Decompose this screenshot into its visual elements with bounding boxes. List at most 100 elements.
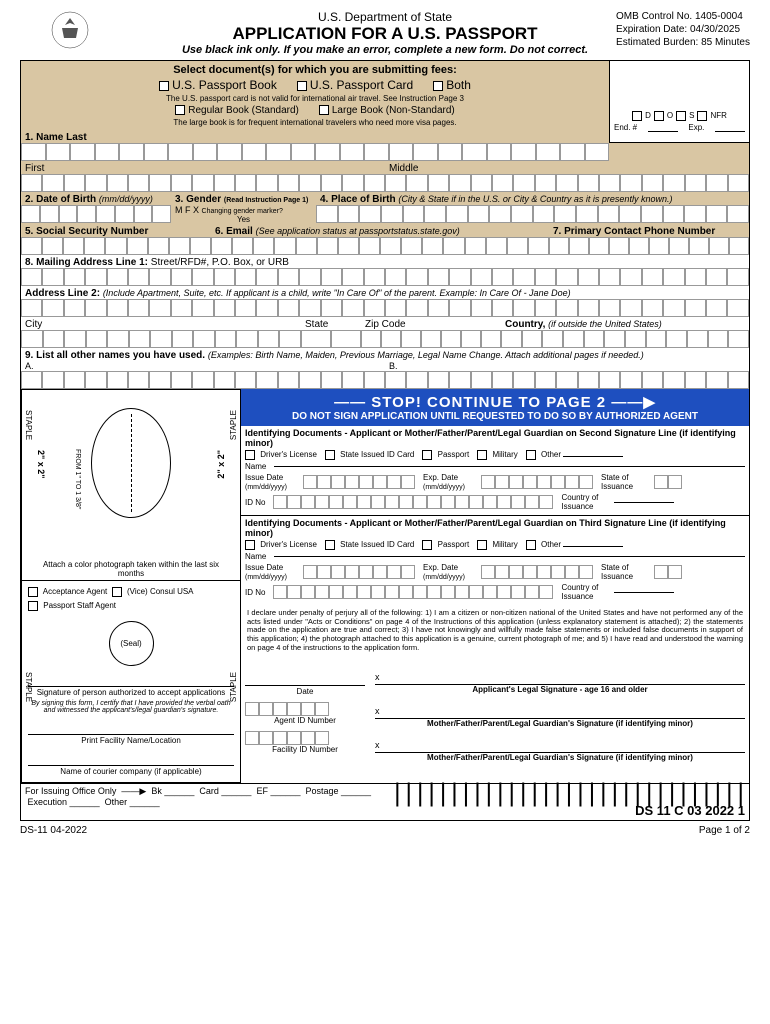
id-docs-section-3: Identifying Documents - Applicant or Mot… [241, 515, 749, 605]
checkbox-dl-3[interactable] [245, 540, 255, 550]
checkbox-acceptance-agent[interactable] [28, 587, 38, 597]
select-title: Select document(s) for which you are sub… [24, 64, 606, 76]
head-outline-icon: FROM 1" TO 1 3/8" [91, 408, 171, 518]
official-use-box: D O S NFR End. # Exp. [609, 61, 749, 143]
country-cells[interactable] [501, 330, 749, 348]
id2-country-field[interactable] [614, 502, 674, 503]
addr2-cells[interactable] [21, 299, 749, 317]
checkbox-s[interactable] [676, 111, 686, 121]
pob-cells[interactable] [316, 205, 749, 223]
checkbox-dl-2[interactable] [245, 450, 255, 460]
id2-exp-cells[interactable] [481, 475, 593, 489]
phone-label: 7. Primary Contact Phone Number [549, 224, 749, 237]
id3-state-cells[interactable] [654, 565, 682, 579]
omb-burden: Estimated Burden: 85 Minutes [616, 36, 750, 49]
facility-line[interactable]: Print Facility Name/Location [28, 734, 234, 745]
end-field[interactable] [648, 123, 678, 132]
id2-issue-cells[interactable] [303, 475, 415, 489]
id2-state-cells[interactable] [654, 475, 682, 489]
checkbox-passport-3[interactable] [422, 540, 432, 550]
zip-cells[interactable] [361, 330, 501, 348]
agent-id-cells[interactable] [245, 702, 365, 716]
auth-sig-line[interactable]: Signature of person authorized to accept… [28, 686, 234, 697]
address-section: 8. Mailing Address Line 1: Street/RFD#, … [21, 255, 749, 389]
checkbox-both[interactable] [433, 81, 443, 91]
checkbox-regular-book[interactable] [175, 105, 185, 115]
names-b-cells[interactable] [385, 371, 749, 389]
checkbox-other-2[interactable] [526, 450, 536, 460]
checkbox-o[interactable] [654, 111, 664, 121]
passport-form-page: U.S. Department of State APPLICATION FOR… [0, 0, 770, 850]
checkbox-other-3[interactable] [526, 540, 536, 550]
id2-idno-cells[interactable] [273, 495, 553, 509]
email-cells[interactable] [211, 237, 549, 255]
checkbox-stateid-3[interactable] [325, 540, 335, 550]
us-seal-icon [50, 10, 90, 50]
zip-label: Zip Code [361, 317, 501, 330]
first-cells[interactable] [21, 174, 385, 192]
ssn-label: 5. Social Security Number [21, 224, 211, 237]
phone-cells[interactable] [549, 237, 749, 255]
photo-caption: Attach a color photograph taken within t… [22, 558, 240, 580]
lower-section: STAPLE STAPLE STAPLE STAPLE 2" x 2" 2" x… [21, 389, 749, 783]
id3-name-field[interactable] [274, 556, 745, 557]
first-label: First [21, 161, 385, 174]
ssn-cells[interactable] [21, 237, 211, 255]
checkbox-passport-staff[interactable] [28, 601, 38, 611]
facility-id-cells[interactable] [245, 731, 365, 745]
form-header: U.S. Department of State APPLICATION FOR… [20, 10, 750, 56]
checkbox-military-2[interactable] [477, 450, 487, 460]
select-docs-area: Select document(s) for which you are sub… [21, 61, 609, 130]
middle-cells[interactable] [385, 174, 749, 192]
id2-name-field[interactable] [274, 466, 745, 467]
id3-idno-cells[interactable] [273, 585, 553, 599]
courier-line[interactable]: Name of courier company (if applicable) [28, 765, 234, 776]
dob-cells[interactable] [21, 205, 171, 223]
omb-expiration: Expiration Date: 04/30/2025 [616, 23, 750, 36]
barcode-text: DS 11 C 03 2022 1 [635, 803, 745, 818]
top-tan-section: D O S NFR End. # Exp. Select document(s)… [21, 61, 749, 255]
addr1-label: 8. Mailing Address Line 1: Street/RFD#, … [21, 255, 749, 268]
photo-column: STAPLE STAPLE STAPLE STAPLE 2" x 2" 2" x… [21, 389, 241, 783]
id3-issue-cells[interactable] [303, 565, 415, 579]
parent3-sig-line[interactable]: x [375, 740, 745, 753]
checkbox-vice-consul[interactable] [112, 587, 122, 597]
id3-exp-cells[interactable] [481, 565, 593, 579]
large-book-note: The large book is for frequent internati… [24, 118, 606, 127]
names-a-label: A. [21, 361, 385, 371]
parent2-sig-line[interactable]: x [375, 706, 745, 719]
date-line[interactable]: Date [245, 685, 365, 696]
names-b-label: B. [385, 361, 749, 371]
end-label: End. # [614, 123, 637, 132]
other-names-label: 9. List all other names you have used. (… [21, 348, 749, 361]
applicant-sig-line[interactable]: x [375, 672, 745, 685]
photo-box[interactable]: FROM 1" TO 1 3/8" [66, 408, 196, 558]
state-cells[interactable] [301, 330, 361, 348]
checkbox-passport-card[interactable] [297, 81, 307, 91]
declaration-text: I declare under penalty of perjury all o… [241, 605, 749, 656]
checkbox-large-book[interactable] [319, 105, 329, 115]
addr1-cells[interactable] [21, 268, 749, 286]
country-label: Country, (if outside the United States) [501, 317, 749, 330]
id-docs-section-2: Identifying Documents - Applicant or Mot… [241, 426, 749, 515]
exp-label: Exp. [688, 123, 704, 132]
name-last-cells[interactable] [21, 143, 609, 161]
gender-label: 3. Gender (Read Instruction Page 1) [171, 192, 316, 205]
stop-banner: —— STOP! CONTINUE TO PAGE 2 ——▶ DO NOT S… [241, 389, 749, 426]
middle-label: Middle [385, 161, 749, 174]
exp-field[interactable] [715, 123, 745, 132]
state-label: State [301, 317, 361, 330]
checkbox-d[interactable] [632, 111, 642, 121]
checkbox-passport-2[interactable] [422, 450, 432, 460]
names-a-cells[interactable] [21, 371, 385, 389]
checkbox-stateid-2[interactable] [325, 450, 335, 460]
omb-block: OMB Control No. 1405-0004 Expiration Dat… [616, 10, 750, 49]
seal-circle: (Seal) [109, 621, 154, 666]
checkbox-passport-book[interactable] [159, 81, 169, 91]
city-cells[interactable] [21, 330, 301, 348]
checkbox-military-3[interactable] [477, 540, 487, 550]
checkbox-nfr[interactable] [697, 111, 707, 121]
id3-country-field[interactable] [614, 592, 674, 593]
right-column: —— STOP! CONTINUE TO PAGE 2 ——▶ DO NOT S… [241, 389, 749, 783]
card-note: The U.S. passport card is not valid for … [24, 94, 606, 103]
